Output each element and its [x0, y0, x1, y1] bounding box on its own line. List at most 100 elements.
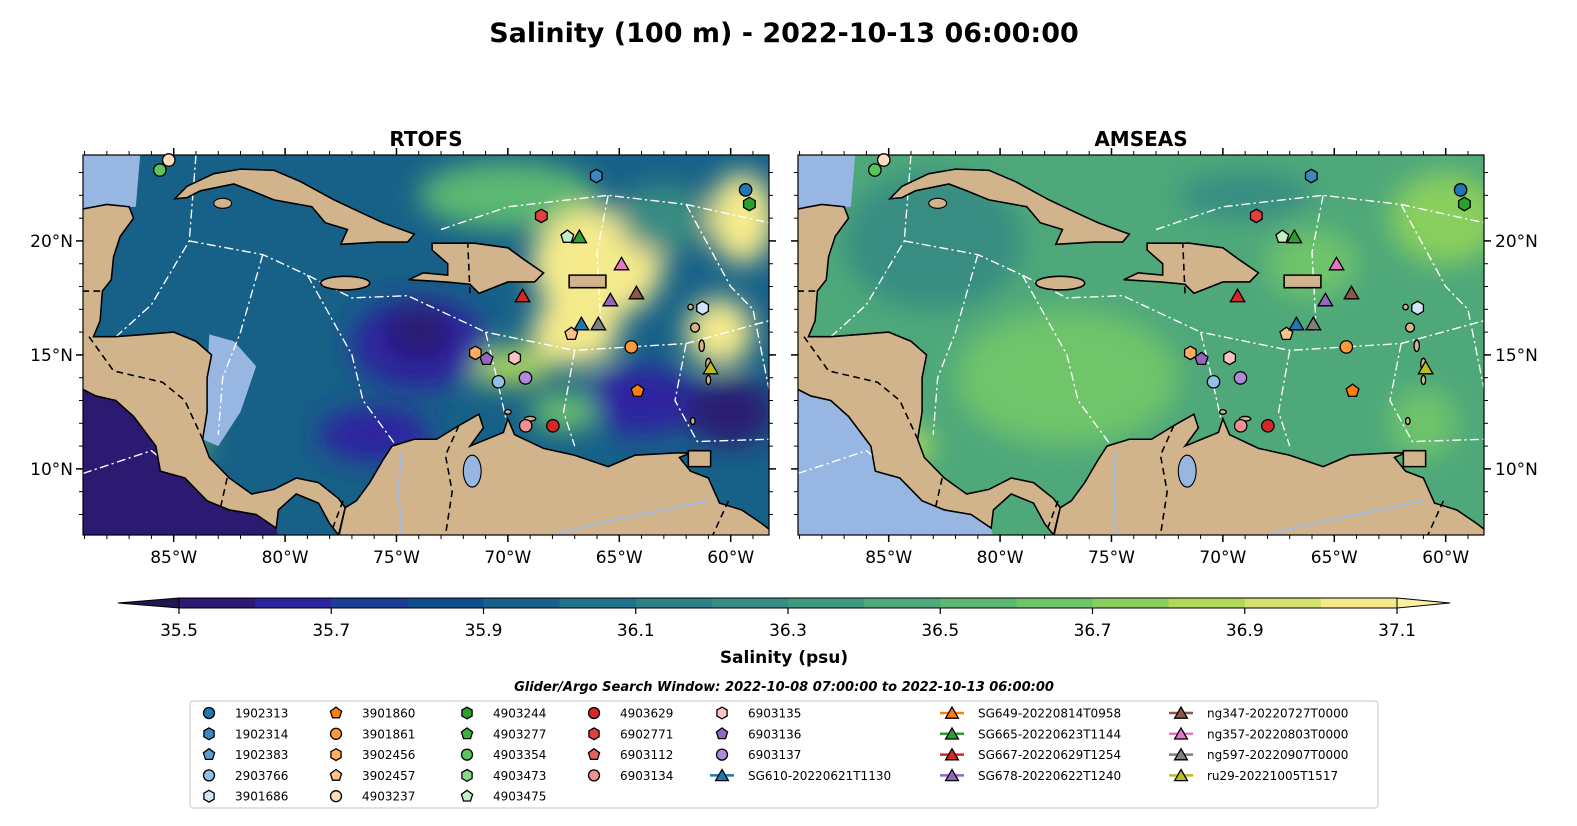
legend-item[interactable]: 4903237 [329, 790, 416, 804]
colorbar-bin [1092, 598, 1170, 608]
legend-item[interactable]: 4903475 [460, 789, 546, 804]
legend-label: SG665-20220623T1144 [978, 727, 1121, 741]
legend-item[interactable]: ng347-20220727T0000 [1169, 705, 1348, 721]
legend-item[interactable]: ru29-20221005T1517 [1169, 768, 1338, 783]
marker-4903237 [161, 153, 176, 167]
legend-item[interactable]: 1902313 [202, 707, 289, 721]
x-tick-label: 60°W [707, 548, 754, 568]
hexagon-marker-icon [716, 706, 728, 720]
search-window-text: Glider/Argo Search Window: 2022-10-08 07… [514, 680, 1054, 695]
marker-6903134 [518, 418, 533, 433]
marker-sg667-20220629t1254 [1229, 287, 1246, 303]
panel-title-rtofs: RTOFS [389, 127, 462, 151]
x-tick-label: 70°W [1199, 548, 1246, 568]
legend-label: 1902313 [235, 707, 288, 721]
marker-6903135 [1223, 350, 1237, 366]
legend-label: SG667-20220629T1254 [978, 748, 1121, 762]
legend-label: 6903135 [748, 707, 801, 721]
pentagon-marker-icon [715, 727, 729, 740]
hexagon-marker-icon [461, 706, 473, 720]
legend-label: 6903136 [748, 727, 801, 741]
legend-item[interactable]: SG649-20220814T0958 [940, 705, 1121, 721]
colorbar-tick-label: 35.7 [312, 621, 350, 641]
legend-item[interactable]: 6903112 [587, 747, 673, 762]
gulf-of-mexico-mask [83, 155, 141, 209]
marker-ng357-20220803t0000 [613, 256, 630, 271]
map-amseas-frame [797, 154, 1485, 536]
legend-item[interactable]: 3902456 [330, 747, 416, 762]
legend-item[interactable]: 6903134 [587, 769, 674, 783]
legend-label: 3902456 [362, 748, 415, 762]
colorbar-bin [483, 598, 561, 608]
legend-item[interactable]: 4903473 [461, 768, 547, 783]
legend-item[interactable]: SG667-20220629T1254 [940, 747, 1121, 762]
colorbar-tick-label: 36.3 [769, 621, 807, 641]
hexagon-marker-icon [461, 768, 473, 783]
circle-marker-icon [329, 727, 343, 740]
marker-1902314 [589, 168, 603, 184]
legend-item[interactable]: 6903136 [715, 727, 801, 741]
legend-label: 4903354 [493, 748, 546, 762]
colorbar-bin [635, 598, 713, 608]
legend-item[interactable]: 1902314 [203, 727, 289, 741]
legend-item[interactable]: 3901861 [329, 727, 416, 741]
colorbar-bin [940, 598, 1017, 608]
legend-label: 4903475 [493, 790, 546, 804]
legend-item[interactable]: 2903766 [202, 769, 289, 783]
colorbar-tick-label: 36.5 [921, 621, 959, 641]
map-amseas[interactable] [777, 150, 1512, 560]
marker-3902456 [1183, 345, 1197, 361]
marker-sg678-20220622t1240 [1316, 292, 1334, 307]
colorbar-bin [331, 598, 408, 608]
marker-sg665-20220623t1144 [570, 228, 588, 244]
legend-item[interactable]: 6903137 [715, 748, 802, 762]
legend-item[interactable]: 1902383 [202, 747, 288, 762]
colorbar-bin [1016, 598, 1093, 608]
colorbar-under-arrow [117, 597, 180, 609]
pentagon-marker-icon [329, 768, 343, 781]
legend-item[interactable]: 3902457 [329, 768, 415, 783]
marker-3901686 [696, 300, 710, 316]
marker-sg610-20220621t1130 [1288, 315, 1305, 331]
legend-item[interactable]: 4903244 [461, 706, 547, 721]
marker-4903237 [876, 153, 891, 167]
y-tick-label: 10°N [1495, 460, 1538, 480]
legend-label: 1902314 [235, 727, 288, 741]
legend-item[interactable]: ng357-20220803T0000 [1169, 726, 1348, 741]
legend-label: 6903134 [620, 769, 673, 783]
marker-3901861 [1339, 340, 1354, 354]
legend-item[interactable]: ng597-20220907T0000 [1169, 747, 1348, 762]
legend-item[interactable]: SG678-20220622T1240 [940, 768, 1121, 783]
map-rtofs-frame [82, 154, 770, 536]
marker-4903244 [1457, 196, 1471, 212]
marker-6902771 [1249, 208, 1263, 224]
marker-ng597-20220907t0000 [1304, 315, 1322, 331]
legend-item[interactable]: SG610-20220621T1130 [710, 768, 891, 783]
marker-4903354 [153, 163, 167, 177]
legend-label: SG649-20220814T0958 [978, 707, 1121, 721]
triangle-marker-icon [944, 726, 960, 740]
legend-item[interactable]: 3901686 [203, 789, 289, 804]
legend-item[interactable]: 4903629 [587, 706, 674, 721]
legend-item[interactable]: SG665-20220623T1144 [940, 726, 1121, 741]
colorbar-bin [1168, 598, 1246, 608]
legend-item[interactable]: 4903354 [460, 748, 547, 762]
x-tick-label: 80°W [977, 548, 1024, 568]
x-tick-label: 60°W [1422, 548, 1469, 568]
legend-item[interactable]: 6902771 [588, 727, 674, 741]
legend-item[interactable]: 6903135 [716, 706, 802, 721]
colorbar-over-arrow [1396, 597, 1451, 609]
legend-label: ng357-20220803T0000 [1207, 727, 1348, 741]
x-tick-label: 65°W [596, 548, 643, 568]
legend: 1902313 1902314 1902383 2903766 3901686 39018… [202, 705, 1348, 804]
circle-marker-icon [587, 706, 601, 720]
legend-item[interactable]: 3901860 [329, 706, 415, 721]
panel-title-amseas: AMSEAS [1094, 127, 1187, 151]
marker-3901686 [1411, 300, 1425, 316]
legend-item[interactable]: 4903277 [460, 727, 546, 741]
marker-6902771 [534, 208, 548, 224]
marker-6903137 [518, 371, 533, 385]
marker-sg610-20220621t1130 [573, 315, 590, 331]
map-rtofs[interactable] [62, 150, 797, 560]
x-tick-label: 65°W [1311, 548, 1358, 568]
